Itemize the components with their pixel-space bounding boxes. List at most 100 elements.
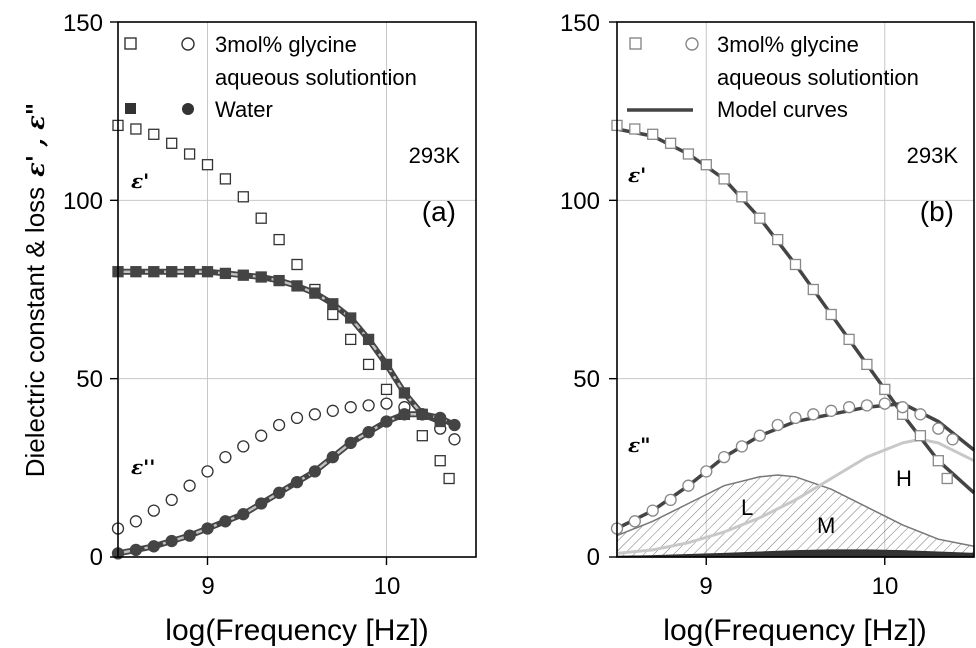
data-point — [664, 137, 677, 149]
data-point — [308, 408, 322, 421]
ytick-label: 150 — [63, 10, 103, 37]
data-point — [201, 266, 214, 278]
data-point — [628, 515, 641, 528]
eps-imag-label: ε'' — [131, 455, 155, 479]
ytick-label: 100 — [560, 188, 600, 215]
temperature-label: 293K — [409, 143, 461, 168]
data-point — [147, 504, 160, 517]
data-point — [736, 191, 748, 203]
xtick-label: 9 — [201, 573, 214, 600]
data-point — [735, 440, 749, 453]
component-L-area — [616, 474, 975, 558]
data-point — [825, 404, 838, 417]
data-point — [753, 429, 766, 442]
data-point — [362, 333, 375, 346]
xtick-label: 10 — [872, 573, 899, 600]
data-point — [807, 408, 820, 421]
data-point — [272, 418, 286, 432]
data-point — [789, 411, 802, 425]
panel-a: 0 50 100 150 9 10 log(Frequency [Hz]) Di… — [20, 10, 477, 647]
data-point — [308, 465, 322, 478]
plot-frame-b — [616, 21, 975, 558]
legend-open-square — [124, 37, 137, 50]
ytick-label: 0 — [90, 544, 103, 571]
ytick-label: 50 — [573, 366, 600, 393]
data-points-b — [610, 119, 959, 535]
data-point — [380, 415, 393, 428]
data-point — [700, 465, 713, 478]
data-point — [327, 298, 339, 310]
data-point — [754, 212, 766, 224]
ticks-a — [110, 21, 388, 565]
data-point — [380, 397, 393, 410]
component-label-H: H — [896, 466, 912, 491]
data-point — [219, 515, 232, 528]
data-point — [147, 540, 160, 553]
data-point — [183, 479, 196, 492]
data-point — [443, 472, 455, 485]
fit-curve — [117, 413, 456, 555]
data-point — [219, 267, 232, 280]
legend-label: aqueous solutiontion — [717, 65, 919, 90]
data-point — [129, 543, 143, 557]
data-point — [682, 479, 695, 492]
xtick-label: 9 — [699, 573, 712, 600]
data-point — [273, 274, 285, 287]
ytick-label: 0 — [587, 544, 600, 571]
data-point — [183, 266, 196, 278]
data-point — [362, 399, 375, 412]
legend-open-square — [629, 37, 642, 50]
data-point — [380, 358, 393, 371]
data-point — [255, 429, 268, 442]
data-point — [237, 191, 249, 203]
legend-label: Water — [215, 97, 273, 122]
data-point — [861, 358, 873, 371]
data-point — [946, 433, 959, 446]
plot-frame-a — [117, 21, 477, 558]
legend-label: Model curves — [717, 97, 848, 122]
data-point — [130, 123, 142, 135]
data-point — [344, 401, 357, 414]
data-point — [345, 333, 357, 346]
data-point — [629, 123, 641, 135]
y-axis-label: Dielectric constant & lossε' , ε" — [20, 103, 50, 478]
legend-a: 3mol% glycine aqueous solutiontion Water — [124, 32, 417, 122]
data-point — [201, 522, 214, 535]
eps-imag-label: ε" — [628, 433, 651, 457]
data-point — [914, 430, 927, 442]
data-point — [165, 493, 178, 507]
data-point — [807, 283, 819, 296]
data-point — [201, 465, 214, 478]
data-point — [291, 258, 303, 271]
legend-open-circle — [181, 37, 195, 51]
data-point — [398, 408, 411, 421]
data-point — [237, 269, 249, 281]
x-axis-label: log(Frequency [Hz]) — [663, 614, 926, 647]
data-point — [166, 137, 178, 149]
data-point — [682, 148, 695, 160]
data-point — [291, 280, 303, 292]
data-point — [771, 418, 784, 432]
data-point — [237, 508, 250, 521]
ytick-label: 150 — [560, 10, 600, 37]
data-point — [434, 411, 447, 425]
data-point — [914, 408, 927, 421]
data-point — [362, 358, 375, 371]
legend-open-circle — [685, 37, 699, 51]
water-curve — [117, 411, 456, 557]
data-point — [309, 287, 321, 299]
data-point — [842, 401, 856, 414]
data-point — [664, 493, 677, 507]
data-point — [416, 430, 428, 442]
data-point — [129, 515, 143, 528]
data-point — [860, 399, 874, 412]
ytick-label: 50 — [76, 366, 103, 393]
y-axis-label-group: Dielectric constant & lossε' , ε" — [20, 103, 50, 478]
data-point — [183, 148, 196, 160]
legend-label: 3mol% glycine — [717, 32, 859, 57]
data-point — [646, 504, 659, 517]
data-point — [344, 436, 357, 450]
data-point — [380, 383, 393, 396]
data-point — [825, 308, 837, 321]
